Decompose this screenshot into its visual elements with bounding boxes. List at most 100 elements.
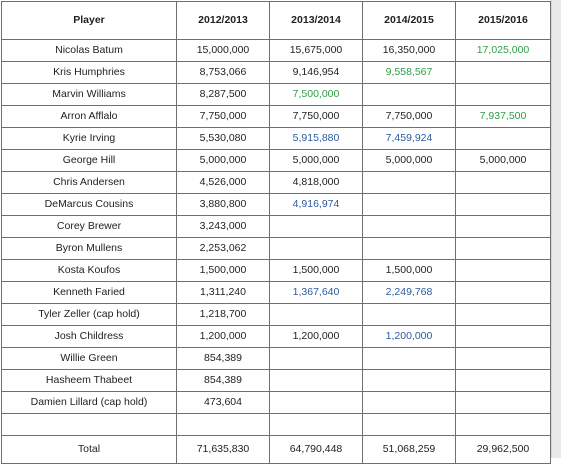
- player-name: Nicolas Batum: [1, 39, 177, 62]
- salary-2014-2015: [362, 391, 456, 414]
- player-name: Byron Mullens: [1, 237, 177, 260]
- player-name: Chris Andersen: [1, 171, 177, 194]
- blank-cell: [455, 413, 551, 436]
- salary-2015-2016: [455, 303, 551, 326]
- player-name: Damien Lillard (cap hold): [1, 391, 177, 414]
- blank-cell: [269, 413, 363, 436]
- table-row: Damien Lillard (cap hold) 473,604: [1, 391, 551, 414]
- salary-2013-2014: 7,750,000: [269, 105, 363, 128]
- salary-2013-2014: 7,500,000: [269, 83, 363, 106]
- salary-2014-2015: [362, 171, 456, 194]
- salary-2015-2016: 7,937,500: [455, 105, 551, 128]
- salary-2014-2015: [362, 347, 456, 370]
- salary-2015-2016: [455, 171, 551, 194]
- salary-2015-2016: 5,000,000: [455, 149, 551, 172]
- salary-2014-2015: [362, 303, 456, 326]
- salary-2015-2016: [455, 127, 551, 150]
- salary-2013-2014: 1,500,000: [269, 259, 363, 282]
- table-body: Nicolas Batum 15,000,000 15,675,000 16,350,…: [1, 39, 551, 414]
- salary-2012-2013: 1,218,700: [176, 303, 270, 326]
- table-row: Josh Childress 1,200,000 1,200,000 1,200,00…: [1, 325, 551, 348]
- salary-2013-2014: [269, 215, 363, 238]
- total-row: Total 71,635,830 64,790,448 51,068,259 2…: [1, 435, 551, 464]
- salary-2012-2013: 473,604: [176, 391, 270, 414]
- salary-2013-2014: [269, 237, 363, 260]
- salary-2012-2013: 1,311,240: [176, 281, 270, 304]
- player-name: Corey Brewer: [1, 215, 177, 238]
- salary-2013-2014: 5,000,000: [269, 149, 363, 172]
- player-name: Tyler Zeller (cap hold): [1, 303, 177, 326]
- player-name: Marvin Williams: [1, 83, 177, 106]
- player-name: Josh Childress: [1, 325, 177, 348]
- table-row: Arron Afflalo 7,750,000 7,750,000 7,750,000…: [1, 105, 551, 128]
- salary-2012-2013: 1,500,000: [176, 259, 270, 282]
- table-row: George Hill 5,000,000 5,000,000 5,000,000 5,…: [1, 149, 551, 172]
- salary-2012-2013: 3,243,000: [176, 215, 270, 238]
- total-2014-2015: 51,068,259: [362, 435, 456, 464]
- salary-2015-2016: [455, 237, 551, 260]
- salary-2012-2013: 8,287,500: [176, 83, 270, 106]
- salary-2013-2014: 1,367,640: [269, 281, 363, 304]
- blank-row: [1, 413, 551, 436]
- salary-2013-2014: 1,200,000: [269, 325, 363, 348]
- player-name: George Hill: [1, 149, 177, 172]
- header-player: Player: [1, 1, 177, 40]
- total-2013-2014: 64,790,448: [269, 435, 363, 464]
- salary-2012-2013: 2,253,062: [176, 237, 270, 260]
- salary-2015-2016: [455, 193, 551, 216]
- total-2015-2016: 29,962,500: [455, 435, 551, 464]
- salary-2015-2016: [455, 391, 551, 414]
- salary-2013-2014: 4,916,974: [269, 193, 363, 216]
- table-row: Kris Humphries 8,753,066 9,146,954 9,558,56…: [1, 61, 551, 84]
- salary-2014-2015: [362, 215, 456, 238]
- salary-2014-2015: [362, 237, 456, 260]
- salary-2015-2016: [455, 215, 551, 238]
- table-row: Kenneth Faried 1,311,240 1,367,640 2,249,76…: [1, 281, 551, 304]
- table-row: Marvin Williams 8,287,500 7,500,000: [1, 83, 551, 106]
- table-row: Chris Andersen 4,526,000 4,818,000: [1, 171, 551, 194]
- player-name: Arron Afflalo: [1, 105, 177, 128]
- table-row: Tyler Zeller (cap hold) 1,218,700: [1, 303, 551, 326]
- salary-2013-2014: 4,818,000: [269, 171, 363, 194]
- salary-2014-2015: 9,558,567: [362, 61, 456, 84]
- salary-2014-2015: 2,249,768: [362, 281, 456, 304]
- salary-2015-2016: [455, 347, 551, 370]
- salary-2012-2013: 1,200,000: [176, 325, 270, 348]
- salary-2013-2014: [269, 303, 363, 326]
- header-row: Player 2012/2013 2013/2014 2014/2015 201…: [1, 1, 551, 40]
- salary-2015-2016: [455, 281, 551, 304]
- table-row: Byron Mullens 2,253,062: [1, 237, 551, 260]
- blank-cell: [176, 413, 270, 436]
- salary-2012-2013: 8,753,066: [176, 61, 270, 84]
- header-2015-2016: 2015/2016: [455, 1, 551, 40]
- player-name: Kenneth Faried: [1, 281, 177, 304]
- table-row: Nicolas Batum 15,000,000 15,675,000 16,350,…: [1, 39, 551, 62]
- salary-2013-2014: [269, 391, 363, 414]
- salary-2015-2016: [455, 259, 551, 282]
- salary-2014-2015: 7,750,000: [362, 105, 456, 128]
- header-2012-2013: 2012/2013: [176, 1, 270, 40]
- table-row: Corey Brewer 3,243,000: [1, 215, 551, 238]
- table-row: Kyrie Irving 5,530,080 5,915,880 7,459,924: [1, 127, 551, 150]
- salary-table: Player 2012/2013 2013/2014 2014/2015 201…: [1, 1, 551, 464]
- player-name: Kosta Koufos: [1, 259, 177, 282]
- table-row: Kosta Koufos 1,500,000 1,500,000 1,500,000: [1, 259, 551, 282]
- header-2014-2015: 2014/2015: [362, 1, 456, 40]
- player-name: DeMarcus Cousins: [1, 193, 177, 216]
- header-2013-2014: 2013/2014: [269, 1, 363, 40]
- scrollbar-track[interactable]: [551, 0, 561, 458]
- blank-cell: [362, 413, 456, 436]
- table-row: Hasheem Thabeet 854,389: [1, 369, 551, 392]
- salary-2015-2016: [455, 61, 551, 84]
- salary-2013-2014: [269, 369, 363, 392]
- salary-2013-2014: 15,675,000: [269, 39, 363, 62]
- salary-2014-2015: [362, 369, 456, 392]
- player-name: Kris Humphries: [1, 61, 177, 84]
- salary-2015-2016: [455, 325, 551, 348]
- blank-cell: [1, 413, 177, 436]
- salary-2012-2013: 7,750,000: [176, 105, 270, 128]
- salary-2014-2015: 1,500,000: [362, 259, 456, 282]
- salary-2012-2013: 4,526,000: [176, 171, 270, 194]
- table-row: Willie Green 854,389: [1, 347, 551, 370]
